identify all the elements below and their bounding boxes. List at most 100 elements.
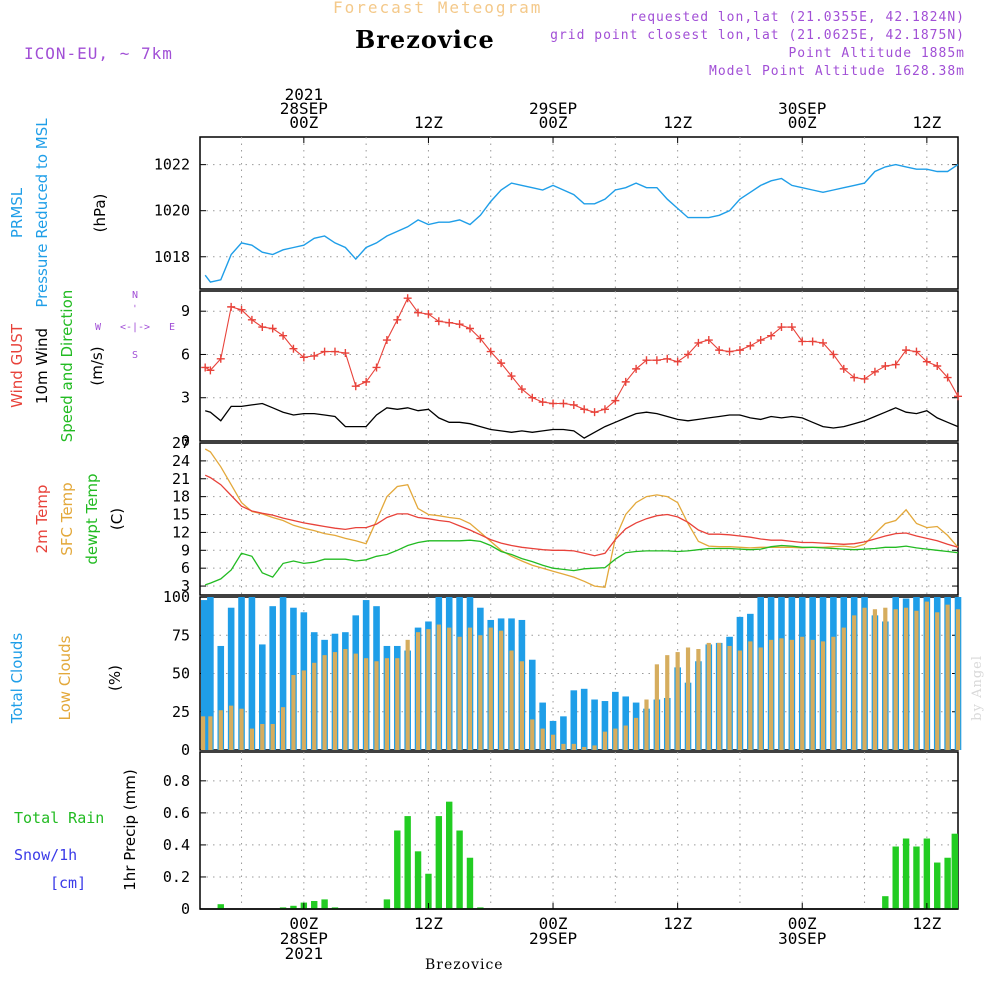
sfc-temp-series-line (204, 448, 959, 589)
gust-marker (881, 362, 890, 370)
gust-marker (455, 320, 464, 329)
gust-marker (201, 363, 210, 372)
bottom-axis-label: 2021 (285, 944, 324, 963)
gust-marker (362, 377, 371, 386)
point-altitude: Point Altitude 1885m (788, 46, 965, 61)
low-cloud-bar (789, 639, 794, 750)
pressure-axis-label-2: (hPa) (91, 194, 109, 233)
station-name: Brezovice (355, 25, 495, 54)
precip-bar (934, 862, 941, 909)
compass-dash: - (129, 303, 140, 309)
temp2m-series-line (204, 474, 959, 557)
requested-lonlat: requested lon,lat (21.0355E, 42.1824N) (629, 10, 965, 25)
gust-marker (237, 305, 246, 314)
gust-marker (258, 323, 267, 332)
y-tick-label: 100 (163, 588, 190, 606)
gust-marker (663, 354, 672, 363)
y-tick-label: 0.8 (163, 772, 190, 790)
low-cloud-bar (457, 636, 462, 750)
y-tick-label: 1018 (154, 248, 190, 266)
low-cloud-bar (914, 610, 919, 750)
precip-bar (290, 905, 297, 909)
total-cloud-bar (591, 699, 598, 750)
gust-marker (652, 356, 661, 365)
precip-bar (466, 857, 474, 909)
model-altitude: Model Point Altitude 1628.38m (709, 64, 965, 79)
precip-bar (923, 838, 931, 909)
gust-marker (912, 347, 921, 356)
gust-marker (829, 350, 838, 359)
low-cloud-bar (800, 636, 805, 750)
total-cloud-bar (528, 659, 536, 750)
low-cloud-bar (675, 652, 680, 750)
gust-marker (476, 334, 485, 343)
credit-watermark: by Angel (970, 655, 985, 721)
total-cloud-bar (622, 696, 630, 750)
gust-marker (860, 374, 869, 383)
gust-marker (954, 392, 962, 401)
gust-marker (351, 382, 360, 391)
total-cloud-bar (570, 690, 578, 750)
precip-bar (902, 838, 910, 909)
gust-marker (549, 399, 558, 408)
temp-axis-label-1: SFC Temp (58, 482, 76, 555)
precip-bar (446, 801, 453, 909)
pressure-axis-label-0: PRMSL (8, 187, 26, 238)
low-cloud-bar (239, 708, 244, 750)
low-cloud-bar (862, 607, 867, 750)
y-tick-label: 0.2 (163, 868, 190, 886)
low-cloud-bar (613, 728, 618, 750)
panel-pressure: 1018 1020 1022 (154, 136, 959, 290)
gust-marker (330, 347, 339, 356)
low-cloud-bar (945, 604, 950, 750)
y-tick-label: 0 (181, 900, 190, 918)
y-tick-label: 6 (181, 345, 190, 363)
low-cloud-bar (852, 615, 857, 750)
gust-marker (372, 363, 381, 372)
low-cloud-bar (696, 649, 701, 750)
compass-n: N (132, 290, 138, 301)
gust-marker (424, 310, 433, 319)
panel-clouds: 0 25 50 75 100 (163, 588, 962, 759)
low-cloud-bar (322, 655, 327, 750)
top-axis-label: 12Z (414, 113, 443, 132)
precip-bar (435, 816, 443, 909)
gust-marker (414, 308, 423, 317)
dewpt-series-line (204, 539, 959, 586)
gust-marker (580, 405, 589, 414)
low-cloud-bar (810, 639, 815, 750)
y-tick-label: 50 (172, 665, 190, 683)
low-cloud-bar (229, 705, 234, 750)
gust-marker (517, 385, 526, 394)
y-tick-label: 6 (181, 559, 190, 577)
low-cloud-bar (260, 723, 265, 750)
y-tick-label: 9 (181, 541, 190, 559)
precip-bar (456, 830, 463, 909)
gust-marker (382, 336, 391, 345)
top-axis-label: 00Z (788, 113, 817, 132)
gust-marker (465, 324, 474, 333)
low-cloud-bar (748, 641, 753, 750)
precip-bar (217, 904, 224, 909)
low-cloud-bar (727, 645, 732, 750)
gust-marker (933, 362, 942, 370)
gridpoint-lonlat: grid point closest lon,lat (21.0625E, 42… (550, 28, 965, 43)
gust-marker (403, 294, 412, 303)
wind-speed-series-line (205, 402, 959, 439)
low-cloud-bar (841, 627, 846, 750)
total-cloud-bar (217, 645, 225, 750)
gust-marker (538, 398, 547, 407)
total-cloud-bar (601, 701, 609, 750)
low-cloud-bar (374, 661, 379, 750)
low-cloud-bar (883, 607, 888, 750)
low-cloud-bar (706, 642, 711, 750)
gust-marker (206, 366, 215, 375)
gust-marker (434, 317, 443, 326)
top-axis-label: 12Z (912, 113, 941, 132)
low-cloud-bar (312, 662, 317, 750)
gust-marker (569, 400, 578, 409)
bottom-axis-label: 00Z (788, 914, 817, 933)
